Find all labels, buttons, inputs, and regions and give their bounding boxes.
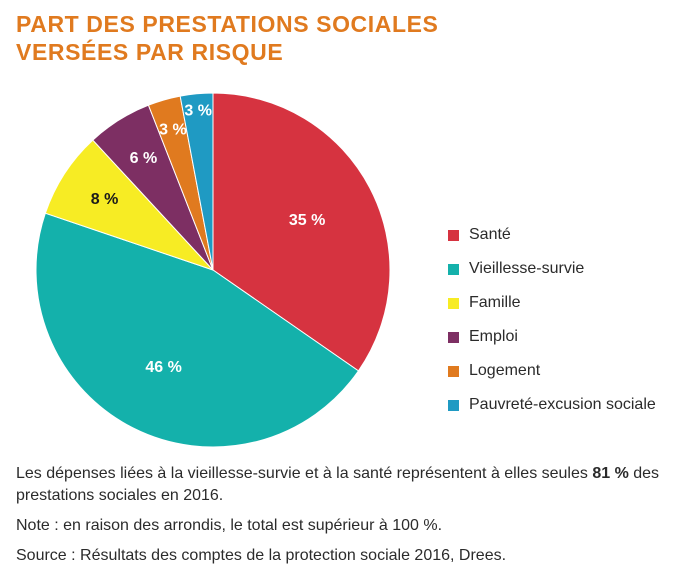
chart-title-line-1: PART DES PRESTATIONS SOCIALES [16, 11, 439, 37]
summary-text: Les dépenses liées à la vieillesse-survi… [16, 465, 660, 504]
pie-slice-vieillesse-survie [35, 212, 360, 448]
legend-swatch [448, 331, 459, 343]
legend-item-logement: Logement [448, 354, 656, 388]
slice-label-vieillesse-survie: 46 % [145, 359, 181, 376]
chart-title: PART DES PRESTATIONS SOCIALES VERSÉES PA… [16, 10, 439, 66]
legend-label: Vieillesse-survie [469, 260, 585, 277]
rounding-note: Note : en raison des arrondis, le total … [16, 517, 443, 534]
legend-label: Logement [469, 362, 541, 379]
slice-label-sante: 35 % [289, 212, 325, 229]
legend-item-vieillesse-survie: Vieillesse-survie [448, 252, 656, 286]
legend-swatch [448, 365, 459, 377]
legend-item-sante: Santé [448, 218, 656, 252]
legend-swatch [448, 229, 459, 241]
source-note: Source : Résultats des comptes de la pro… [16, 547, 507, 564]
pie-slice-sante [212, 92, 391, 372]
slice-label-emploi: 6 % [130, 150, 158, 167]
legend-item-emploi: Emploi [448, 320, 656, 354]
legend-label: Famille [469, 294, 521, 311]
legend-label: Santé [469, 226, 511, 243]
slice-label-logement: 3 % [159, 122, 187, 139]
chart-title-line-2: VERSÉES PAR RISQUE [16, 39, 284, 65]
legend-item-pauvrete-excusion-sociale: Pauvreté-excusion sociale [448, 388, 656, 422]
pie-chart: 35 %46 %8 %6 %3 %3 % [35, 92, 391, 448]
slice-label-pauvrete-excusion-sociale: 3 % [184, 103, 212, 120]
legend-label: Pauvreté-excusion sociale [469, 396, 656, 413]
legend-item-famille: Famille [448, 286, 656, 320]
chart-legend: Santé Vieillesse-survie Famille Emploi Logem… [448, 218, 656, 422]
legend-swatch [448, 263, 459, 275]
legend-swatch [448, 297, 459, 309]
chart-notes: Les dépenses liées à la vieillesse-survi… [16, 463, 686, 567]
slice-label-famille: 8 % [91, 191, 119, 208]
legend-label: Emploi [469, 328, 518, 345]
legend-swatch [448, 399, 459, 411]
pie-slice-pauvrete-excusion-sociale [179, 92, 214, 271]
summary-highlight: 81 % [592, 465, 629, 482]
